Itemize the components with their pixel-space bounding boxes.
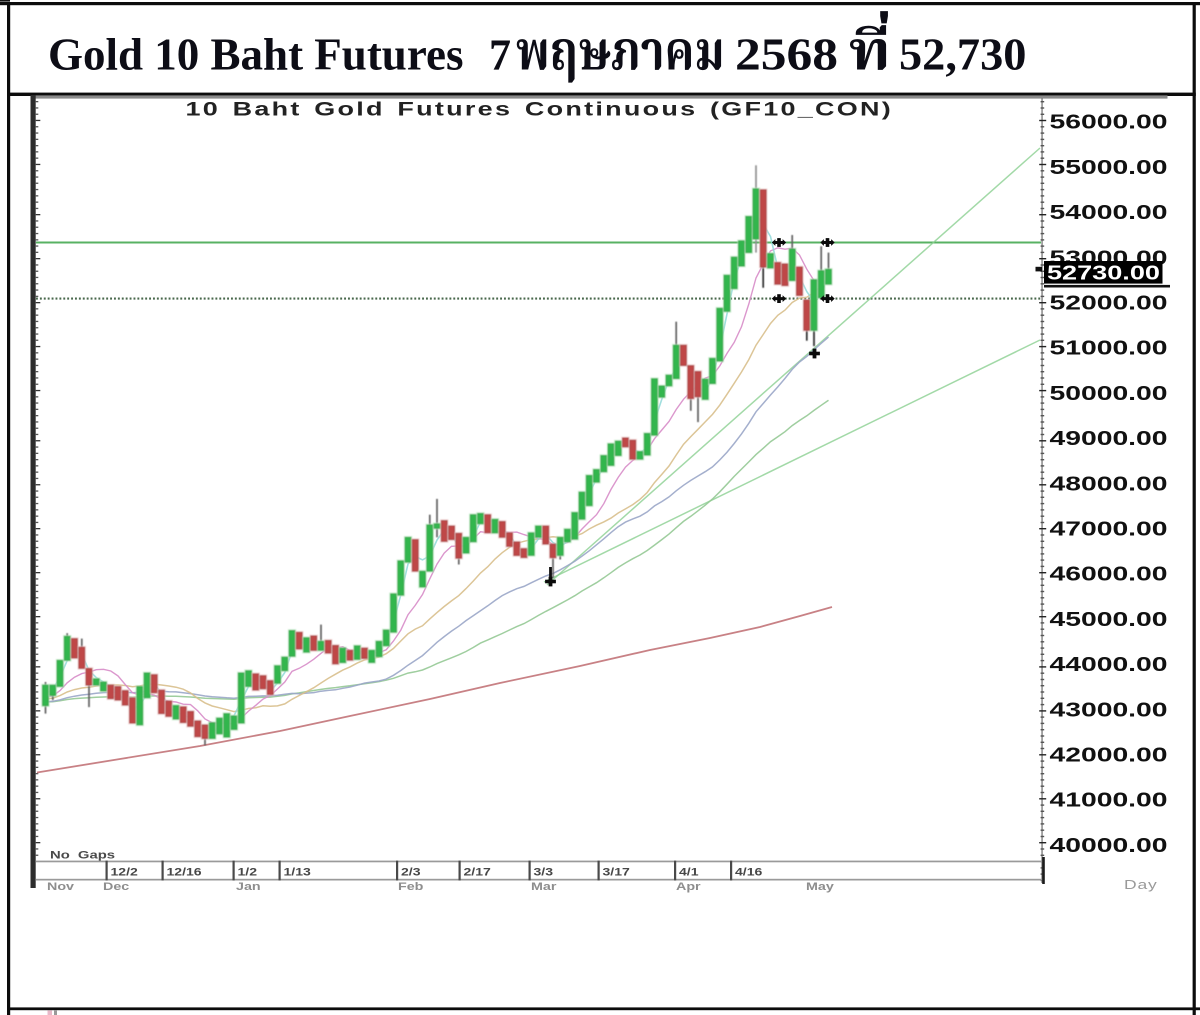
- svg-text:43000.00: 43000.00: [1050, 699, 1168, 721]
- svg-text:3/3: 3/3: [534, 866, 554, 878]
- svg-text:47000.00: 47000.00: [1050, 518, 1168, 540]
- svg-text:Mar: Mar: [531, 880, 556, 893]
- svg-text:Gold 10 Baht Futures: Gold 10 Baht Futures: [48, 30, 463, 80]
- svg-text:1/13: 1/13: [284, 866, 311, 878]
- svg-text:52730.00: 52730.00: [1047, 262, 1160, 285]
- svg-text:Jan: Jan: [236, 880, 261, 893]
- svg-text:Dec: Dec: [103, 880, 129, 893]
- svg-text:44000.00: 44000.00: [1050, 654, 1168, 676]
- svg-text:Apr: Apr: [676, 880, 701, 893]
- svg-text:7: 7: [489, 31, 511, 80]
- svg-text:12/2: 12/2: [111, 866, 138, 878]
- svg-text:52000.00: 52000.00: [1050, 292, 1168, 314]
- svg-text:49000.00: 49000.00: [1050, 428, 1168, 450]
- svg-text:May: May: [806, 880, 835, 893]
- svg-text:46000.00: 46000.00: [1050, 564, 1168, 586]
- svg-text:52,730: 52,730: [899, 29, 1026, 79]
- svg-text:50000.00: 50000.00: [1050, 383, 1168, 405]
- svg-text:4/16: 4/16: [735, 866, 762, 878]
- svg-text:54000.00: 54000.00: [1050, 202, 1168, 224]
- svg-text:40000.00: 40000.00: [1050, 835, 1168, 857]
- svg-text:No Gaps: No Gaps: [50, 848, 115, 861]
- svg-text:2/3: 2/3: [401, 866, 421, 878]
- svg-text:3/17: 3/17: [603, 866, 630, 878]
- svg-text:45000.00: 45000.00: [1050, 609, 1168, 631]
- svg-text:51000.00: 51000.00: [1050, 338, 1168, 360]
- svg-text:42000.00: 42000.00: [1050, 744, 1168, 766]
- svg-text:10 Baht Gold Futures Continuou: 10 Baht Gold Futures Continuous (GF10_CO…: [186, 98, 894, 119]
- svg-text:48000.00: 48000.00: [1050, 473, 1168, 495]
- svg-text:2568: 2568: [735, 30, 838, 79]
- svg-text:56000.00: 56000.00: [1050, 112, 1168, 134]
- svg-text:Feb: Feb: [398, 880, 424, 893]
- svg-text:55000.00: 55000.00: [1050, 157, 1168, 179]
- svg-text:Day: Day: [1124, 878, 1158, 892]
- svg-text:12/16: 12/16: [167, 866, 202, 878]
- svg-text:1/2: 1/2: [238, 866, 258, 878]
- svg-text:41000.00: 41000.00: [1050, 790, 1168, 812]
- svg-text:Nov: Nov: [47, 880, 75, 893]
- svg-text:2/17: 2/17: [464, 866, 491, 878]
- svg-text:4/1: 4/1: [679, 866, 699, 878]
